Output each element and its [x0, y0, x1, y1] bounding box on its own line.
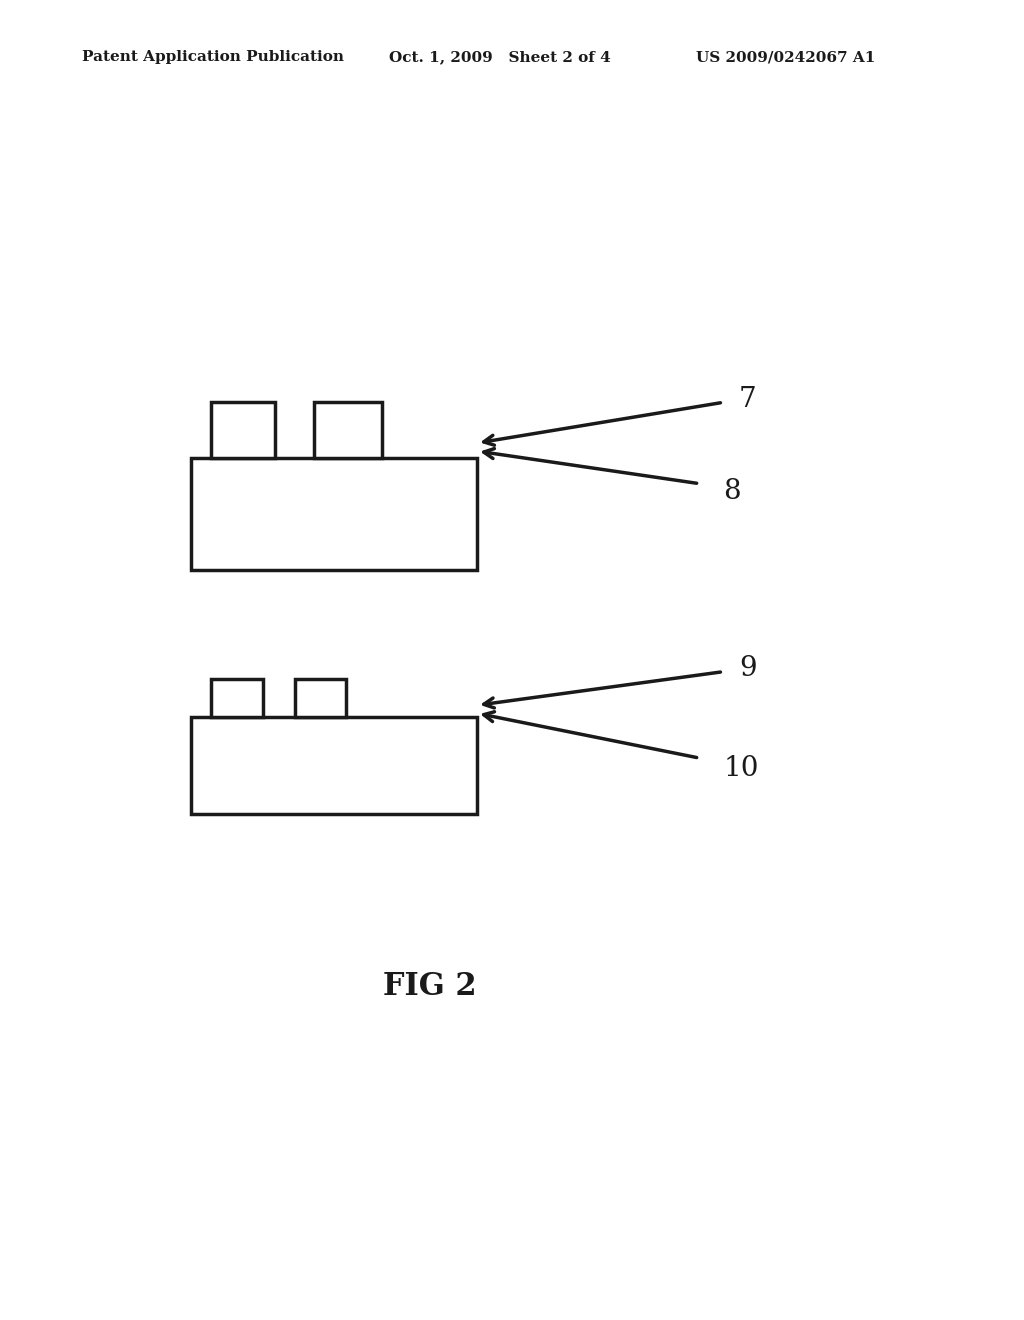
Text: 10: 10 — [723, 755, 759, 781]
Text: 7: 7 — [739, 385, 757, 413]
Bar — [211, 403, 274, 458]
Bar — [295, 678, 346, 718]
Text: 9: 9 — [739, 655, 757, 682]
Bar — [211, 678, 263, 718]
Bar — [314, 403, 382, 458]
Text: Oct. 1, 2009   Sheet 2 of 4: Oct. 1, 2009 Sheet 2 of 4 — [389, 50, 611, 65]
Bar — [191, 458, 477, 570]
Text: 8: 8 — [723, 478, 740, 506]
Bar — [191, 718, 477, 814]
Text: FIG 2: FIG 2 — [383, 972, 476, 1002]
Text: Patent Application Publication: Patent Application Publication — [82, 50, 344, 65]
Text: US 2009/0242067 A1: US 2009/0242067 A1 — [696, 50, 876, 65]
